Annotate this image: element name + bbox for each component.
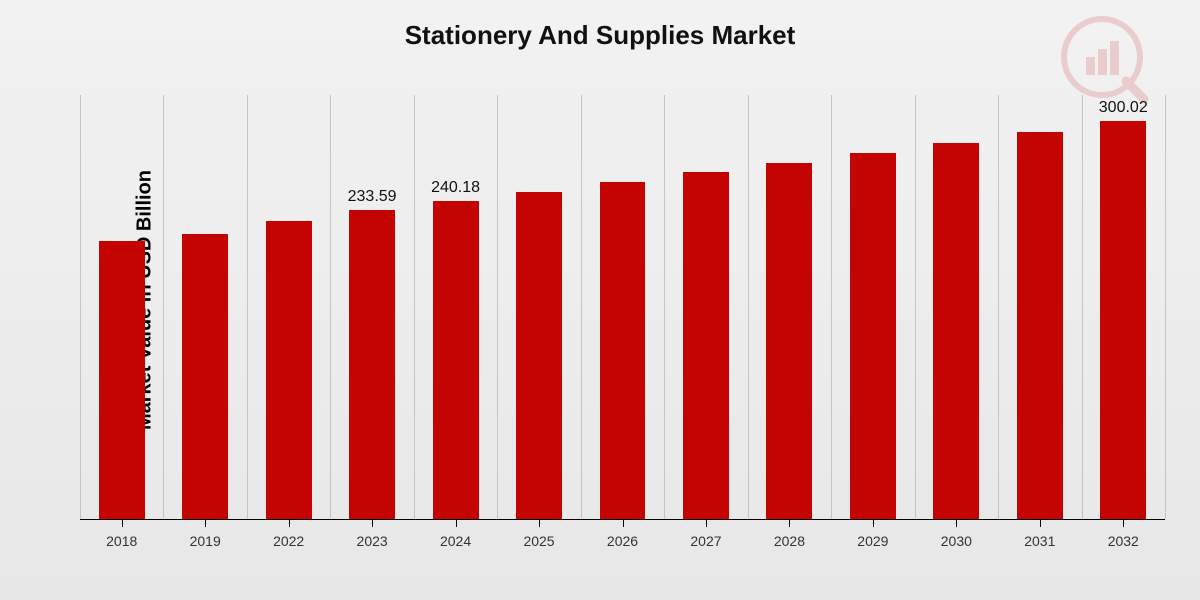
x-tick — [873, 520, 874, 527]
bar — [933, 143, 979, 519]
bar — [683, 172, 729, 519]
plot-area: 233.59 240.18 300.02 — [80, 95, 1165, 520]
x-tick — [205, 520, 206, 527]
bar — [266, 221, 312, 519]
x-axis-labels: 2018 2019 2022 2023 2024 2025 2026 2027 2028 2029… — [80, 533, 1165, 553]
x-tick — [623, 520, 624, 527]
x-tick-label: 2028 — [774, 533, 805, 549]
x-tick — [289, 520, 290, 527]
x-tick — [539, 520, 540, 527]
x-tick — [956, 520, 957, 527]
bar — [1017, 132, 1063, 519]
x-tick — [1040, 520, 1041, 527]
gridline — [1165, 95, 1166, 519]
bar: 240.18 — [433, 201, 479, 519]
x-tick-label: 2018 — [106, 533, 137, 549]
x-tick — [789, 520, 790, 527]
x-tick-label: 2023 — [357, 533, 388, 549]
bars-group: 233.59 240.18 300.02 — [80, 95, 1165, 519]
x-tick — [372, 520, 373, 527]
bar — [766, 163, 812, 519]
bar — [99, 241, 145, 519]
x-tick — [1123, 520, 1124, 527]
x-tick-label: 2031 — [1024, 533, 1055, 549]
bar: 300.02 — [1100, 121, 1146, 519]
x-tick-label: 2019 — [190, 533, 221, 549]
bar — [850, 153, 896, 519]
bar — [600, 182, 646, 519]
x-tick — [456, 520, 457, 527]
x-tick-label: 2032 — [1108, 533, 1139, 549]
x-tick-label: 2022 — [273, 533, 304, 549]
x-tick-label: 2029 — [857, 533, 888, 549]
bar-value-label: 233.59 — [348, 188, 397, 206]
x-tick-label: 2027 — [690, 533, 721, 549]
x-tick — [122, 520, 123, 527]
x-tick-label: 2025 — [523, 533, 554, 549]
chart-title: Stationery And Supplies Market — [0, 20, 1200, 51]
bar: 233.59 — [349, 210, 395, 520]
x-tick-label: 2030 — [941, 533, 972, 549]
x-ticks — [80, 520, 1165, 527]
bar-value-label: 240.18 — [431, 179, 480, 197]
x-tick-label: 2024 — [440, 533, 471, 549]
x-tick — [706, 520, 707, 527]
bar-value-label: 300.02 — [1099, 99, 1148, 117]
bar — [516, 192, 562, 519]
chart-container: Stationery And Supplies Market Market Va… — [0, 0, 1200, 600]
bar — [182, 234, 228, 519]
x-tick-label: 2026 — [607, 533, 638, 549]
